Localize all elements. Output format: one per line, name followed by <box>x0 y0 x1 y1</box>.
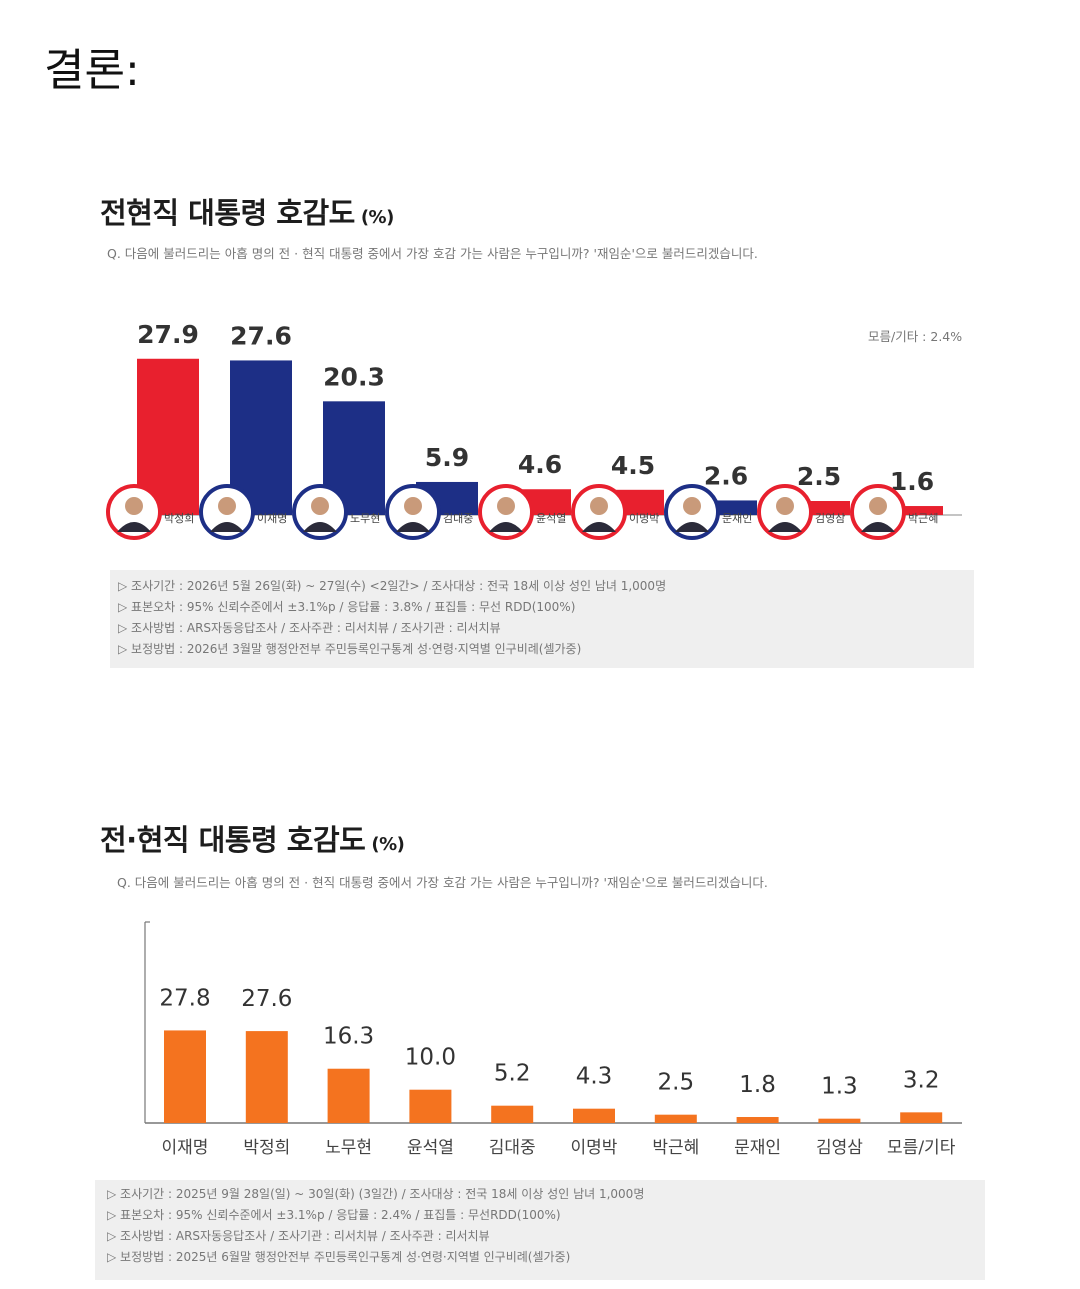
portrait-suit-icon <box>582 522 616 532</box>
chart-question: Q. 다음에 불러드리는 아홉 명의 전 · 현직 대통령 중에서 가장 호감 … <box>117 875 768 890</box>
category-label: 윤석열 <box>536 512 566 525</box>
category-label: 모름/기타 <box>887 1138 956 1158</box>
value-label: 27.6 <box>230 321 292 350</box>
other-label: 모름/기타 : 2.4% <box>868 329 963 344</box>
portrait-face-icon <box>311 497 329 515</box>
portrait-suit-icon <box>303 522 337 532</box>
value-label: 1.3 <box>821 1074 858 1100</box>
value-label: 2.6 <box>704 461 748 490</box>
category-label: 이재명 <box>257 512 287 525</box>
portrait-face-icon <box>497 497 515 515</box>
value-label: 27.6 <box>241 986 292 1012</box>
portrait-face-icon <box>590 497 608 515</box>
portrait-suit-icon <box>210 522 244 532</box>
value-label: 4.6 <box>518 450 562 479</box>
category-label: 문재인 <box>722 512 752 525</box>
bar-chart-2026: 27.9 박정희 27.6 이재명 20.3 노무현 5.9 김대중 4.6 윤석열 4.5 이명박 2… <box>106 320 962 540</box>
bar <box>654 1114 697 1123</box>
portrait-suit-icon <box>489 522 523 532</box>
portrait-suit-icon <box>861 522 895 532</box>
chart-panel-2025: 전·현직 대통령 호감도 (%) Q. 다음에 불러드리는 아홉 명의 전 · 현… <box>0 800 1080 1289</box>
chart-title: 전·현직 대통령 호감도 (%) <box>100 823 405 857</box>
category-label: 김대중 <box>489 1138 536 1158</box>
portrait-suit-icon <box>768 522 802 532</box>
note-line: ▷ 조사기간 : 2026년 5월 26일(화) ~ 27일(수) <2일간> … <box>118 579 667 593</box>
portrait-suit-icon <box>117 522 151 532</box>
chart-unit: (%) <box>360 207 395 228</box>
value-label: 20.3 <box>323 362 385 391</box>
note-line: ▷ 보정방법 : 2025년 6월말 행정안전부 주민등록인구통계 성·연령·지… <box>107 1250 571 1264</box>
chart-panel-2026: 전현직 대통령 호감도 (%) Q. 다음에 불러드리는 아홉 명의 전 · 현직… <box>0 150 1080 690</box>
value-label: 4.5 <box>611 451 655 480</box>
portrait-face-icon <box>776 497 794 515</box>
category-label: 문재인 <box>734 1138 781 1158</box>
category-label: 박근혜 <box>652 1138 699 1158</box>
category-label: 이재명 <box>162 1138 209 1158</box>
portrait-suit-icon <box>396 522 430 532</box>
portrait-face-icon <box>218 497 236 515</box>
value-label: 16.3 <box>323 1024 374 1050</box>
value-label: 1.8 <box>739 1072 776 1098</box>
note-line: ▷ 조사기간 : 2025년 9월 28일(일) ~ 30일(화) (3일간) … <box>107 1187 645 1201</box>
category-label: 박정희 <box>243 1138 290 1158</box>
note-line: ▷ 조사방법 : ARS자동응답조사 / 조사기관 : 리서치뷰 / 조사주관 … <box>107 1229 490 1243</box>
value-label: 27.8 <box>159 985 210 1011</box>
category-label: 박근혜 <box>908 512 938 525</box>
category-label: 김영삼 <box>815 512 845 525</box>
value-label: 1.6 <box>890 467 934 496</box>
bar <box>245 1031 288 1123</box>
portrait-face-icon <box>683 497 701 515</box>
category-label: 김대중 <box>443 512 473 525</box>
note-line: ▷ 보정방법 : 2026년 3월말 행정안전부 주민등록인구통계 성·연령·지… <box>118 642 582 656</box>
category-label: 노무현 <box>325 1138 372 1158</box>
chart-unit: (%) <box>371 834 405 855</box>
survey-notes: ▷ 조사기간 : 2026년 5월 26일(화) ~ 27일(수) <2일간> … <box>110 570 974 668</box>
bar <box>409 1089 452 1123</box>
bar <box>573 1108 615 1123</box>
note-line: ▷ 조사방법 : ARS자동응답조사 / 조사주관 : 리서치뷰 / 조사기관 … <box>118 621 501 635</box>
survey-notes: ▷ 조사기간 : 2025년 9월 28일(일) ~ 30일(화) (3일간) … <box>95 1180 985 1280</box>
note-line: ▷ 표본오차 : 95% 신뢰수준에서 ±3.1%p / 응답률 : 2.4% … <box>107 1208 561 1222</box>
portrait-suit-icon <box>675 522 709 532</box>
bar <box>327 1068 370 1123</box>
value-label: 3.2 <box>903 1067 940 1093</box>
category-label: 이명박 <box>571 1138 618 1158</box>
value-label: 5.9 <box>425 443 469 472</box>
note-line: ▷ 표본오차 : 95% 신뢰수준에서 ±3.1%p / 응답률 : 3.8% … <box>118 600 576 614</box>
bar-chart-2025: 27.8 이재명 27.6 박정희 16.3 노무현 10.0 윤석열 5.2 김대중 4.3 이명박… <box>144 921 962 1158</box>
bar <box>164 1030 206 1123</box>
bar <box>881 506 943 515</box>
portrait-face-icon <box>869 497 887 515</box>
category-label: 박정희 <box>164 512 194 525</box>
category-label: 김영삼 <box>816 1138 863 1158</box>
value-label: 5.2 <box>494 1061 531 1087</box>
bar <box>491 1105 534 1123</box>
value-label: 2.5 <box>658 1070 695 1096</box>
value-label: 4.3 <box>576 1064 613 1090</box>
bar <box>818 1118 861 1123</box>
value-label: 27.9 <box>137 320 199 349</box>
bar <box>736 1117 779 1123</box>
portrait-face-icon <box>125 497 143 515</box>
value-label: 10.0 <box>405 1045 456 1071</box>
category-label: 노무현 <box>350 512 380 525</box>
category-label: 이명박 <box>629 512 659 525</box>
chart-question: Q. 다음에 불러드리는 아홉 명의 전 · 현직 대통령 중에서 가장 호감 … <box>107 246 758 261</box>
page-heading: 결론: <box>44 45 140 96</box>
bar <box>900 1112 943 1123</box>
chart-title: 전현직 대통령 호감도 (%) <box>100 196 395 230</box>
value-label: 2.5 <box>797 462 841 491</box>
category-label: 윤석열 <box>407 1138 454 1158</box>
portrait-face-icon <box>404 497 422 515</box>
